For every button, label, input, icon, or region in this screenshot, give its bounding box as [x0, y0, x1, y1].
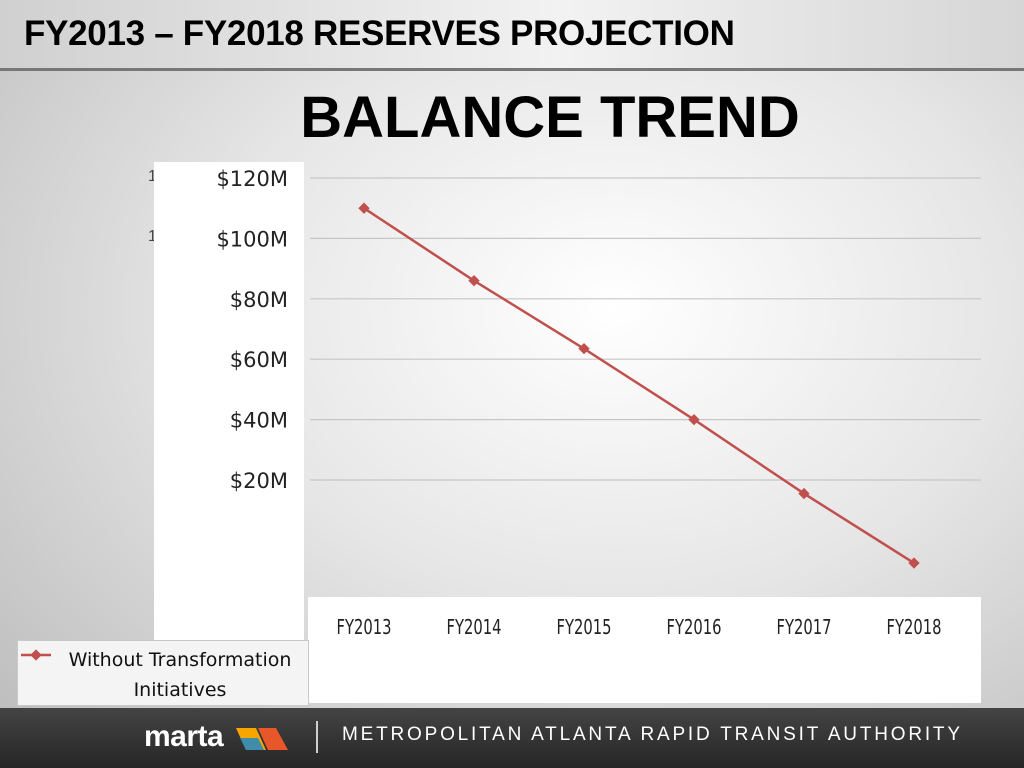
legend-line-marker-icon [21, 649, 51, 661]
x-tick-label-3: FY2016 [667, 617, 722, 640]
series-line-0 [363, 207, 915, 565]
data-point-0-4 [798, 487, 810, 500]
y-tick-label-4: $100M [216, 227, 288, 251]
stray-glyph-1: 1 [148, 168, 157, 185]
x-tick-label-4: FY2017 [777, 617, 832, 640]
data-point-0-5 [908, 557, 920, 569]
y-tick-label-0: $20M [230, 469, 288, 493]
slide-title: FY2013 – FY2018 RESERVES PROJECTION [24, 14, 735, 53]
stray-glyph-2: 1 [148, 228, 157, 245]
legend: Without Transformation Initiatives [17, 640, 309, 706]
footer-authority-text: METROPOLITAN ATLANTA RAPID TRANSIT AUTHO… [342, 724, 963, 745]
title-bar: FY2013 – FY2018 RESERVES PROJECTION [0, 0, 1024, 71]
legend-label: Without Transformation Initiatives [68, 649, 292, 701]
x-tick-label-1: FY2014 [447, 617, 502, 640]
footer: marta METROPOLITAN ATLANTA RAPID TRANSIT… [0, 708, 1024, 768]
y-tick-label-2: $60M [230, 348, 288, 372]
x-tick-label-5: FY2018 [887, 617, 942, 640]
x-tick-label-0: FY2013 [337, 617, 392, 640]
y-axis-label-panel [154, 162, 304, 647]
data-point-0-2 [578, 342, 590, 355]
footer-divider [316, 721, 318, 753]
x-axis-label-panel [308, 597, 981, 703]
chart-title: BALANCE TREND [300, 85, 800, 150]
y-tick-label-1: $40M [230, 409, 288, 433]
data-point-0-1 [468, 275, 480, 287]
data-point-0-3 [688, 413, 700, 426]
marta-logo: marta [144, 720, 224, 753]
line-chart: $20M $40M $60M $80M $100M $120M FY2013 FY2014 FY… [216, 167, 981, 640]
y-tick-label-5: $120M [216, 167, 288, 191]
x-tick-label-2: FY2015 [557, 617, 612, 640]
y-tick-label-3: $80M [230, 288, 288, 312]
marta-logo-mark-icon [236, 728, 288, 750]
data-point-0-0 [358, 202, 370, 214]
